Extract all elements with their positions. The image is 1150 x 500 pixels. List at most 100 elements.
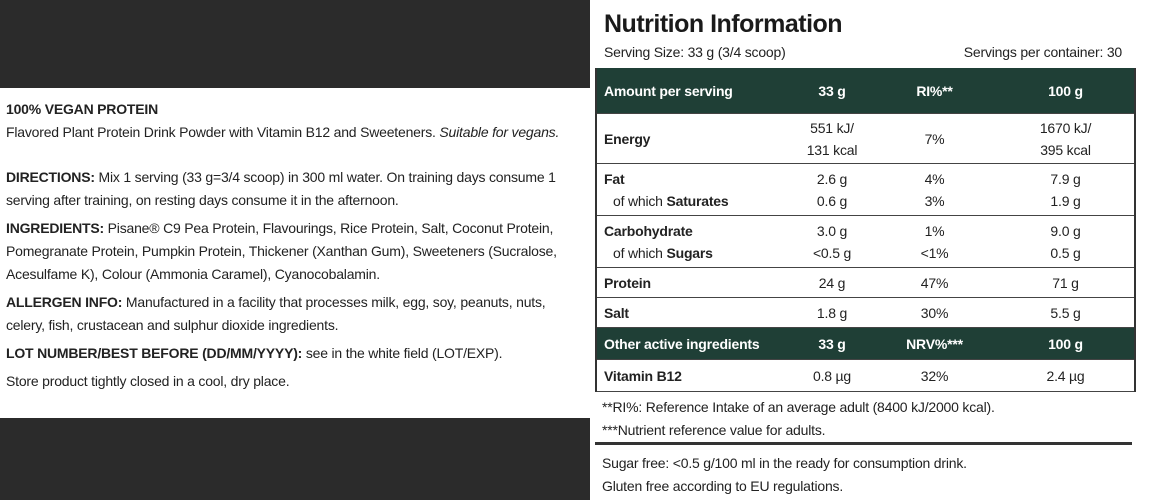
nutrition-table: Amount per serving 33 g RI%** 100 g Energy 55…: [595, 68, 1136, 392]
cell: 1670 kJ/395 kcal: [997, 114, 1134, 163]
cell: 33 g: [792, 328, 872, 359]
cell-text: 30%: [920, 304, 949, 321]
cell-text: 32%: [920, 367, 949, 384]
notes: Sugar free: <0.5 g/100 ml in the ready f…: [602, 452, 967, 498]
cell: Energy: [597, 114, 792, 163]
row: Vitamin B12 0.8 µg 32% 2.4 µg: [597, 360, 1134, 392]
cell-text: 33 g: [818, 335, 846, 352]
description-note: Suitable for vegans.: [439, 124, 560, 140]
cell-text: 7%: [924, 130, 945, 147]
cell: 2.4 µg: [997, 360, 1134, 391]
cell-text: 9.0 g: [1050, 222, 1081, 239]
cell: 7%: [872, 114, 997, 163]
cell-text: RI%**: [916, 82, 953, 99]
description: Flavored Plant Protein Drink Powder with…: [6, 124, 436, 140]
section-text: see in the white field (LOT/EXP).: [305, 345, 503, 361]
section: INGREDIENTS: Pisane® C9 Pea Protein, Fla…: [6, 217, 584, 286]
section-label: DIRECTIONS:: [6, 169, 95, 185]
storage: Store product tightly closed in a cool, …: [6, 373, 290, 389]
cell-text: 1.8 g: [816, 304, 848, 321]
cell: Vitamin B12: [597, 360, 792, 391]
sub-name: Sugars: [666, 244, 713, 261]
cell: Salt: [597, 298, 792, 327]
cell-text: 24 g: [818, 274, 846, 291]
cell: 100 g: [997, 68, 1134, 113]
cell: RI%**: [872, 68, 997, 113]
cell: 24 g: [792, 268, 872, 297]
cell-text: 395 kcal: [1040, 141, 1091, 158]
cell-text: 33 g: [818, 82, 846, 99]
header-row: Amount per serving 33 g RI%** 100 g: [597, 68, 1134, 114]
cell: Carbohydrate of which Sugars: [597, 216, 792, 267]
note: Sugar free: <0.5 g/100 ml in the ready f…: [602, 455, 967, 471]
cell-text: Other active ingredients: [604, 335, 760, 352]
cell-text: 47%: [920, 274, 949, 291]
cell: Other active ingredients: [597, 328, 792, 359]
cell-text: 0.6 g: [816, 192, 848, 209]
section: ALLERGEN INFO: Manufactured in a facilit…: [6, 291, 584, 337]
section-text: Mix 1 serving (33 g=3/4 scoop) in 300 ml…: [6, 169, 556, 208]
cell: 0.8 µg: [792, 360, 872, 391]
cell-text: 5.5 g: [1050, 304, 1081, 321]
cell: 33 g: [792, 68, 872, 113]
divider: [595, 442, 1132, 445]
cell-text: <1%: [920, 244, 949, 261]
sub-name: Saturates: [666, 192, 729, 209]
cell-text: 100 g: [1048, 82, 1083, 99]
cell-text: Vitamin B12: [604, 367, 682, 384]
cell-text: 3%: [924, 192, 945, 209]
cell-text: 0.8 µg: [812, 367, 851, 384]
section-label: INGREDIENTS:: [6, 220, 104, 236]
cell-text: 1.9 g: [1050, 192, 1081, 209]
section-text: Manufactured in a facility that processe…: [6, 294, 546, 333]
sub-label: of which Saturates: [604, 190, 729, 212]
footnote: **RI%: Reference Intake of an average ad…: [602, 399, 995, 415]
nutrition-panel: Nutrition Information Serving Size: 33 g…: [592, 0, 1150, 500]
sub-prefix: of which: [613, 244, 663, 261]
cell: Fat of which Saturates: [597, 164, 792, 215]
cell-text: Energy: [604, 130, 651, 147]
cell: 32%: [872, 360, 997, 391]
cell: 1.8 g: [792, 298, 872, 327]
title: Nutrition Information: [604, 10, 843, 38]
sections: DIRECTIONS: Mix 1 serving (33 g=3/4 scoo…: [6, 166, 584, 365]
heading: 100% VEGAN PROTEIN: [6, 101, 158, 117]
cell-text: Fat: [604, 170, 625, 187]
cell-text: 1%: [924, 222, 945, 239]
row: Fat of which Saturates 2.6 g 0.6 g 4% 3% 7.9 g…: [597, 164, 1134, 216]
cell-text: 1670 kJ/: [1039, 119, 1092, 136]
label-text: 100% VEGAN PROTEIN Flavored Plant Protei…: [0, 88, 590, 418]
cell-text: 0.5 g: [1050, 244, 1081, 261]
row: Carbohydrate of which Sugars 3.0 g <0.5 g 1%…: [597, 216, 1134, 268]
row: Salt 1.8 g 30% 5.5 g: [597, 298, 1134, 328]
cell-text: <0.5 g: [812, 244, 852, 261]
servings-per-container: Servings per container: 30: [963, 44, 1122, 60]
cell: 71 g: [997, 268, 1134, 297]
cell-text: 100 g: [1048, 335, 1083, 352]
cell: 1% <1%: [872, 216, 997, 267]
cell: 4% 3%: [872, 164, 997, 215]
cell-text: 71 g: [1052, 274, 1079, 291]
cell-text: Carbohydrate: [604, 222, 693, 239]
cell-text: 7.9 g: [1050, 170, 1081, 187]
cell: 30%: [872, 298, 997, 327]
section-label: ALLERGEN INFO:: [6, 294, 123, 310]
cell-text: 3.0 g: [816, 222, 848, 239]
cell-text: Protein: [604, 274, 651, 291]
header-row: Other active ingredients 33 g NRV%*** 100 g: [597, 328, 1134, 360]
note: Gluten free according to EU regulations.: [602, 478, 844, 494]
cell: Amount per serving: [597, 68, 792, 113]
cell: 47%: [872, 268, 997, 297]
cell-text: NRV%***: [906, 335, 963, 352]
serving-line: Serving Size: 33 g (3/4 scoop) Servings …: [604, 44, 1122, 60]
section: DIRECTIONS: Mix 1 serving (33 g=3/4 scoo…: [6, 166, 584, 212]
cell-text: 4%: [924, 170, 945, 187]
cell: Protein: [597, 268, 792, 297]
cell-text: 131 kcal: [806, 141, 858, 158]
cell: 9.0 g 0.5 g: [997, 216, 1134, 267]
sub-prefix: of which: [613, 192, 663, 209]
cell: 100 g: [997, 328, 1134, 359]
left-panel: 100% VEGAN PROTEIN Flavored Plant Protei…: [0, 0, 590, 500]
cell: 551 kJ/131 kcal: [792, 114, 872, 163]
